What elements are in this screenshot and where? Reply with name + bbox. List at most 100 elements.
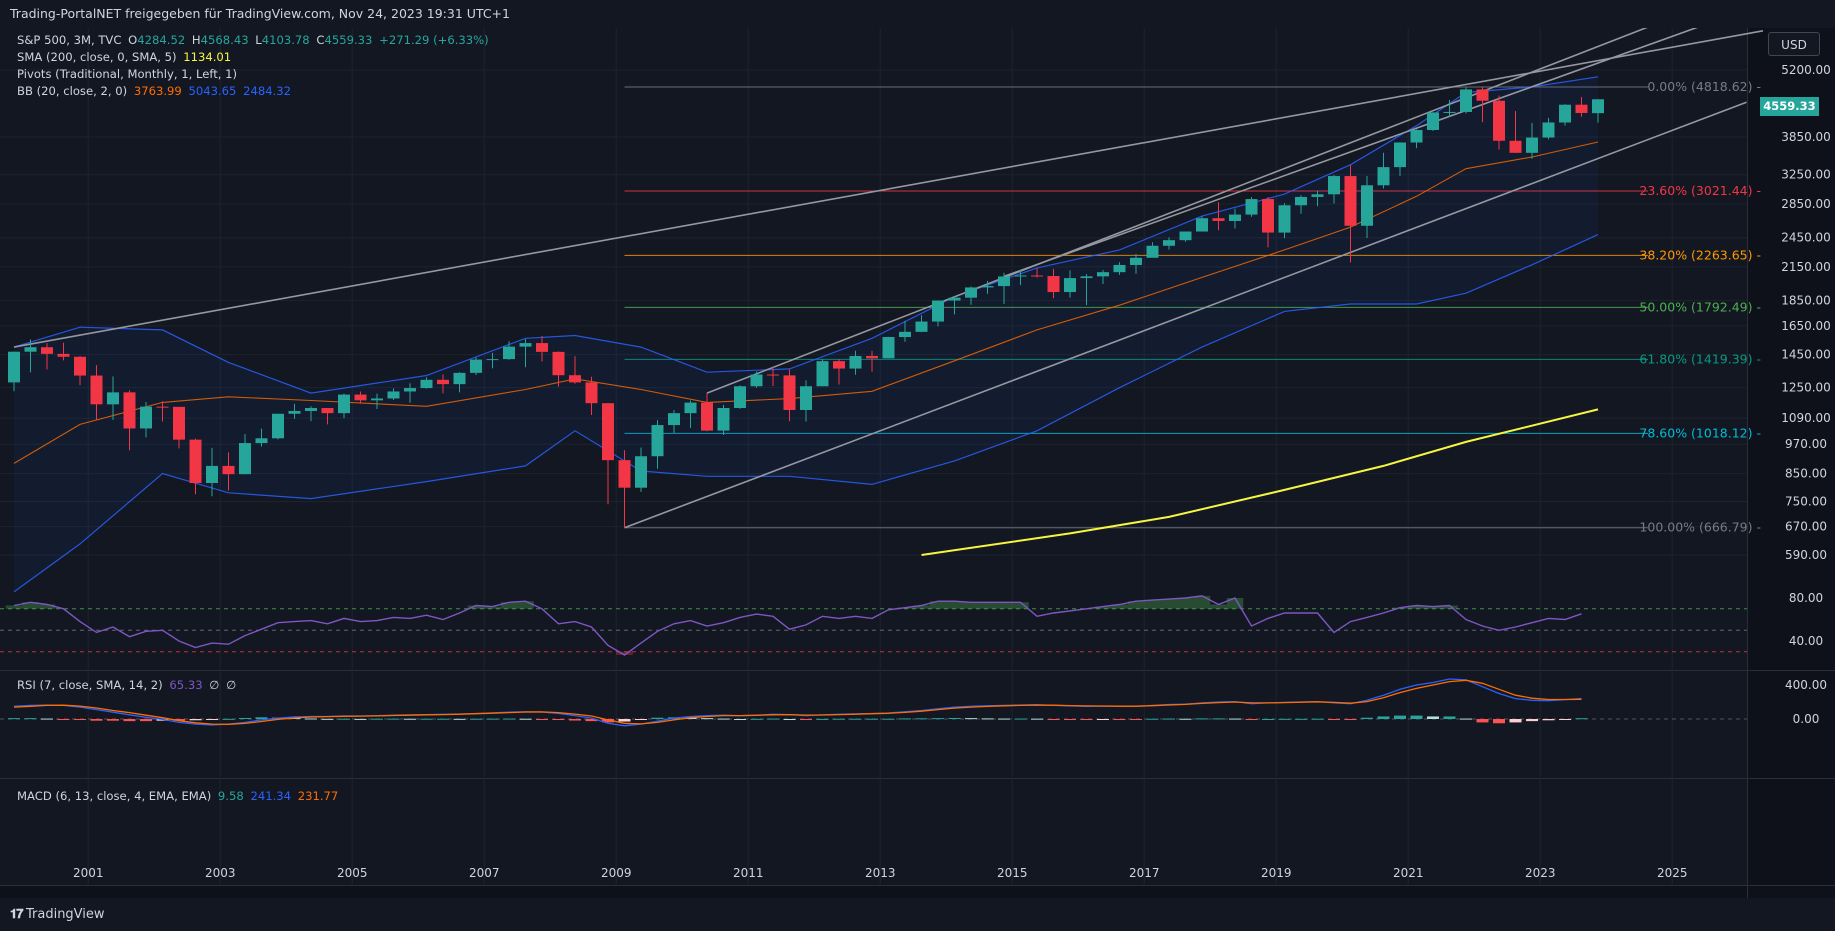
candle-body — [1410, 129, 1423, 143]
price-axis-tick: 670.00 — [1785, 520, 1827, 534]
macd-hist-bar — [899, 718, 911, 720]
candle-body — [1476, 89, 1489, 101]
macd-hist-bar — [24, 718, 37, 720]
candle-body — [1245, 199, 1258, 215]
legend-c-value: 4559.33 — [324, 33, 373, 47]
macd-hist-bar — [684, 717, 697, 719]
macd-hist-bar — [486, 718, 499, 720]
legend-rsi-na2: ∅ — [226, 678, 237, 692]
macd-hist-bar — [1031, 718, 1043, 720]
fib-level-label: 78.60% (1018.12) - — [1639, 425, 1761, 440]
candle-body — [800, 386, 812, 410]
candle-body — [1509, 140, 1522, 153]
macd-hist-bar — [503, 718, 515, 720]
macd-hist-bar — [635, 719, 647, 720]
candle-body — [1394, 142, 1406, 168]
candle-body — [206, 465, 218, 484]
candle-body — [1559, 104, 1571, 123]
macd-hist-bar — [717, 718, 730, 720]
candle-body — [569, 375, 581, 383]
legend-bb-label: BB (20, close, 2, 0) — [17, 84, 128, 98]
legend-macd[interactable]: MACD (6, 13, close, 4, EMA, EMA) 9.58 24… — [17, 789, 341, 803]
candle-body — [1460, 89, 1472, 112]
macd-hist-bar — [189, 719, 202, 721]
macd-hist-bar — [783, 719, 796, 720]
currency-button[interactable]: USD — [1768, 32, 1820, 56]
candle-body — [783, 375, 796, 410]
candle-body — [321, 408, 334, 414]
macd-hist-bar — [1130, 719, 1142, 720]
candle-body — [833, 361, 845, 369]
macd-hist-bar — [123, 719, 136, 722]
candle-body — [140, 406, 152, 429]
macd-hist-bar — [1311, 718, 1324, 720]
macd-hist-bar — [1559, 719, 1571, 720]
candle-body — [602, 403, 614, 461]
tradingview-logo-icon[interactable]: 𝟏𝟕 — [10, 907, 26, 922]
bollinger-bands — [13, 76, 1599, 593]
candle-body — [387, 391, 400, 399]
legend-h-value: 4568.43 — [200, 33, 249, 47]
fib-level-label: 0.00% (4818.62) - — [1647, 79, 1761, 94]
macd-hist-bar — [1278, 718, 1291, 720]
candle-body — [420, 379, 433, 389]
time-axis-tick: 2021 — [1393, 866, 1424, 880]
macd-hist-bar — [1097, 719, 1109, 720]
candle-body — [156, 406, 169, 408]
macd-hist-bar — [800, 719, 812, 720]
legend-sma[interactable]: SMA (200, close, 0, SMA, 5) 1134.01 — [17, 50, 234, 64]
macd-hist-bar — [90, 719, 103, 721]
bb-mid-line — [13, 141, 1599, 464]
price-axis-tick: 590.00 — [1785, 548, 1827, 562]
fibonacci-retracement: 0.00% (4818.62) - 23.60% (3021.44) - 38.20… — [624, 79, 1761, 535]
legend-bb-lower: 2484.32 — [243, 84, 292, 98]
legend-bb[interactable]: BB (20, close, 2, 0) 3763.99 5043.65 248… — [17, 84, 294, 98]
candle-body — [635, 456, 647, 488]
fib-level-label: 50.00% (1792.49) - — [1639, 299, 1761, 314]
macd-hist-bar — [222, 718, 235, 720]
legend-bb-upper: 5043.65 — [188, 84, 237, 98]
chart-canvas[interactable]: 0.00% (4818.62) - 23.60% (3021.44) - 38.20… — [0, 28, 1835, 898]
candle-body — [1344, 176, 1357, 226]
candle-body — [1064, 278, 1076, 293]
legend-sma-value: 1134.01 — [183, 50, 232, 64]
candle-body — [1080, 276, 1093, 279]
legend-rsi[interactable]: RSI (7, close, SMA, 14, 2) 65.33 ∅ ∅ — [17, 678, 239, 692]
macd-hist-bar — [1509, 719, 1522, 723]
macd-hist-bar — [338, 718, 350, 720]
candle-body — [1361, 185, 1373, 226]
legend-c-label: C — [316, 33, 325, 47]
macd-hist-bar — [998, 718, 1010, 720]
price-axis-tick: 1250.00 — [1781, 381, 1831, 395]
trend-channel — [13, 28, 1764, 529]
macd-hist-bar — [816, 718, 829, 720]
candle-body — [1047, 276, 1060, 293]
macd-hist-bar — [1146, 718, 1159, 720]
macd-hist-bar — [981, 718, 994, 720]
bb-fill — [14, 76, 1598, 592]
price-axis-tick: 1450.00 — [1781, 348, 1831, 362]
macd-hist-bar — [833, 718, 845, 720]
trend-line — [13, 30, 1764, 348]
macd-hist-bar — [1229, 718, 1241, 720]
macd-hist-bar — [1443, 716, 1456, 719]
macd-hist-bar — [1047, 719, 1060, 720]
macd-hist-bar — [651, 717, 664, 719]
time-axis-tick: 2017 — [1129, 866, 1160, 880]
candle-body — [1212, 218, 1225, 221]
footer-brand[interactable]: TradingView — [25, 907, 105, 922]
last-price-tag: 4559.33 — [1760, 97, 1819, 116]
candle-body — [585, 382, 598, 404]
time-axis-tick: 2019 — [1261, 866, 1292, 880]
legend-ohlc: S&P 500, 3M, TVC O4284.52 H4568.43 L4103… — [17, 33, 492, 47]
macd-hist-bar — [536, 719, 548, 720]
candle-body — [1592, 99, 1604, 114]
candle-body — [998, 276, 1010, 287]
legend-pivots[interactable]: Pivots (Traditional, Monthly, 1, Left, 1… — [17, 67, 240, 81]
candle-body — [668, 413, 680, 426]
trend-line — [706, 28, 1648, 394]
trend-line — [1003, 28, 1698, 278]
macd-hist-bar — [882, 718, 895, 720]
price-axis-tick: 1650.00 — [1781, 319, 1831, 333]
candle-body — [717, 408, 730, 431]
